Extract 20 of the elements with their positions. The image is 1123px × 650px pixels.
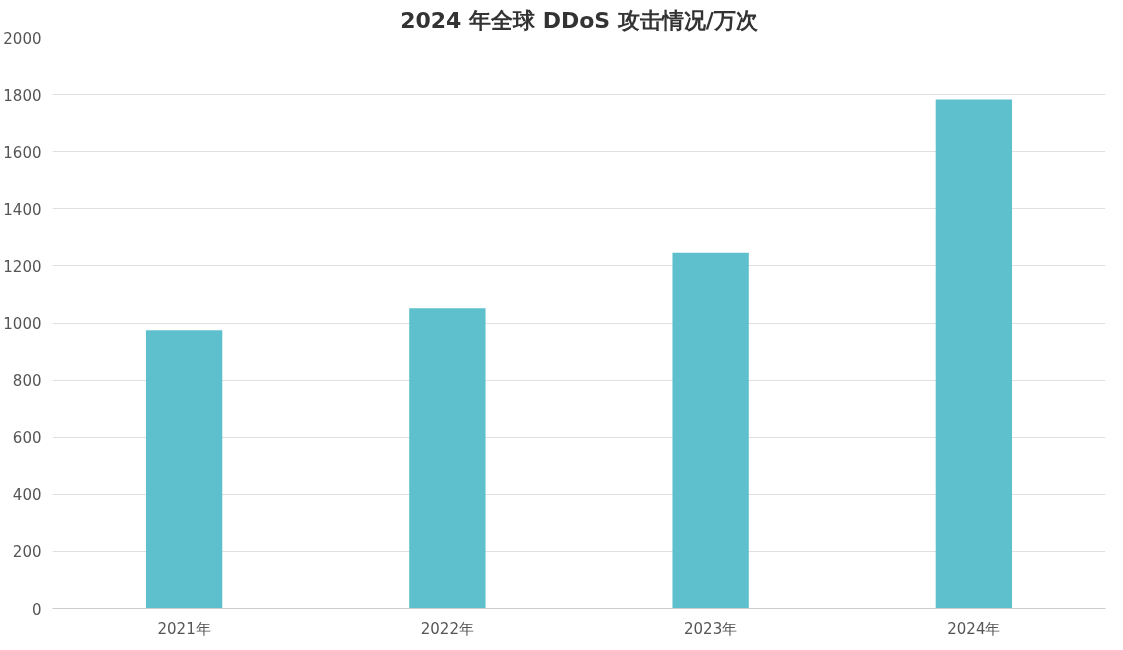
x-tick-label: 2022年 bbox=[420, 619, 474, 638]
y-tick-label: 400 bbox=[12, 486, 42, 505]
y-tick-label: 600 bbox=[12, 429, 42, 448]
x-tick-label: 2021年 bbox=[157, 619, 211, 638]
y-tick-label: 2000 bbox=[3, 29, 42, 48]
x-tick-label: 2023年 bbox=[684, 619, 738, 638]
y-tick-label: 1600 bbox=[3, 143, 42, 162]
y-tick-label: 200 bbox=[12, 543, 42, 562]
y-tick-label: 1200 bbox=[3, 257, 42, 276]
bar bbox=[409, 308, 486, 609]
y-tick-label: 1000 bbox=[3, 315, 42, 333]
bar bbox=[935, 99, 1013, 609]
bar bbox=[145, 330, 223, 609]
y-tick-label: 0 bbox=[31, 600, 42, 619]
x-tick-label: 2024年 bbox=[947, 619, 1001, 638]
y-tick-label: 800 bbox=[12, 372, 42, 391]
bar bbox=[672, 252, 749, 609]
y-tick-label: 1400 bbox=[3, 200, 42, 219]
y-tick-label: 1800 bbox=[3, 86, 42, 105]
chart-title: 2024 年全球 DDoS 攻击情况/万次 bbox=[400, 7, 759, 33]
